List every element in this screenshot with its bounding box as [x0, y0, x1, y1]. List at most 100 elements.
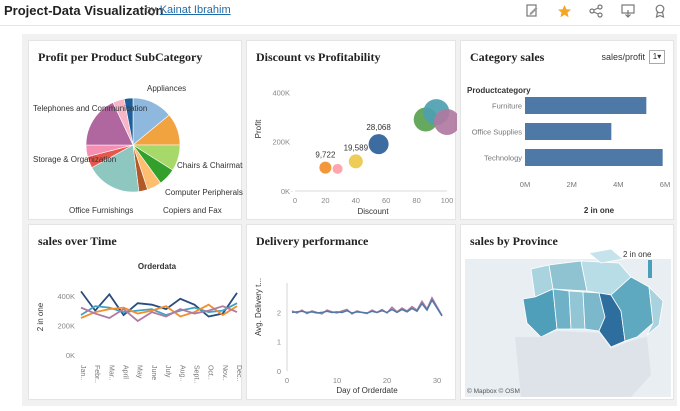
sales-series-line: [80, 302, 238, 316]
scatter-y-tick: 400K: [272, 88, 290, 97]
category-x-axis-label: 2 in one: [584, 206, 615, 215]
sales-y-tick: 200K: [57, 321, 75, 330]
sales-subtitle: Orderdata: [138, 262, 177, 271]
map-attribution: © Mapbox © OSM: [467, 387, 520, 395]
sales-profit-selector[interactable]: 1▾: [649, 50, 665, 64]
scatter-x-tick: 40: [352, 196, 360, 205]
scatter-x-tick: 100: [441, 196, 454, 205]
category-label: Office Supplies: [472, 128, 523, 137]
dashboard-canvas: Profit per Product SubCategory Appliance…: [22, 34, 677, 406]
panel-title-province: sales by Province: [470, 234, 558, 248]
sales-x-tick: Nov..: [221, 365, 228, 381]
sales-x-tick: Jan..: [79, 365, 86, 380]
delivery-x-axis-label: Day of Orderdate: [336, 386, 398, 395]
scatter-x-axis-label: Discount: [357, 207, 389, 216]
scatter-point[interactable]: [332, 163, 343, 174]
scatter-x-tick: 20: [321, 196, 329, 205]
panel-title-discount: Discount vs Profitability: [256, 50, 381, 64]
scatter-x-tick: 80: [412, 196, 420, 205]
sales-x-tick: July: [164, 365, 171, 378]
delivery-x-tick: 20: [383, 376, 391, 385]
sales-x-tick: April: [122, 365, 129, 379]
panel-sales-over-time: sales over Time Orderdata 2 in one 0K 200…: [28, 224, 242, 400]
category-bar[interactable]: [525, 149, 663, 166]
province-atlantic: [646, 285, 664, 336]
scatter-zero-dot: ·: [291, 189, 293, 195]
pie-label-computer: Computer Peripherals: [165, 188, 243, 197]
edit-icon[interactable]: [524, 3, 540, 19]
panel-profit-subcategory: Profit per Product SubCategory Appliance…: [28, 40, 243, 220]
delivery-x-tick: 0: [285, 376, 289, 385]
province-map[interactable]: 2 in one © Mapbox © OSM: [461, 225, 675, 401]
share-icon[interactable]: [588, 3, 604, 19]
scatter-point-label: 28,068: [366, 123, 391, 132]
category-bar-chart: Productcategory 2 in one Furniture Office…: [467, 86, 670, 215]
delivery-series-line: [291, 298, 443, 317]
category-bar[interactable]: [525, 123, 612, 140]
category-header: Productcategory: [467, 86, 531, 95]
scatter-point-label: 19,589: [344, 143, 369, 152]
canada-provinces: [522, 248, 664, 348]
delivery-y-tick: 1: [277, 338, 281, 347]
province-quebec: [610, 276, 654, 342]
category-x-tick: 4M: [613, 180, 623, 189]
sales-x-tick: Dec..: [235, 365, 242, 381]
sales-profit-label: sales/profit: [601, 52, 645, 62]
scatter-chart: Profit Discount 0K 200K 400K 0 20 40 60 80 100 9,…: [254, 88, 457, 216]
pie-label-appliances: Appliances: [147, 84, 186, 93]
usa-land: [515, 331, 651, 397]
panel-delivery-performance: Delivery performance Avg. Delivery t... …: [246, 224, 456, 400]
sales-series-line: [80, 303, 238, 319]
badge-icon[interactable]: [652, 3, 668, 19]
category-x-tick: 2M: [566, 180, 576, 189]
scatter-point[interactable]: [434, 108, 457, 135]
scatter-point[interactable]: [348, 154, 363, 169]
sales-x-tick: Mar..: [107, 365, 114, 381]
byline: by Kainat Ibrahim: [145, 4, 231, 16]
panel-title-sales-time: sales over Time: [38, 234, 117, 248]
sales-x-tick: Sept..: [192, 365, 199, 383]
category-x-tick: 0M: [520, 180, 530, 189]
scatter-y-tick: 200K: [272, 138, 290, 147]
panel-discount-profitability: Discount vs Profitability Profit Discoun…: [246, 40, 457, 220]
sales-x-tick: May: [136, 365, 143, 379]
star-icon[interactable]: [556, 3, 572, 19]
sales-x-tick: June: [150, 365, 157, 380]
scatter-point[interactable]: [368, 134, 389, 155]
province-northwest-territories: [548, 260, 588, 292]
scatter-y-tick: 0K: [281, 187, 290, 196]
pie-label-telephones: Telephones and Communication: [33, 104, 147, 113]
byline-prefix: by: [145, 4, 157, 16]
panel-title-delivery: Delivery performance: [256, 234, 369, 248]
delivery-line-chart: Avg. Delivery t... Day of Orderdate 0 1 20…: [254, 278, 443, 395]
pie-slice[interactable]: [123, 97, 134, 146]
sales-line-chart: Orderdata 2 in one 0K 200K 400K Jan.. Febr..…: [36, 262, 242, 383]
delivery-y-axis-label: Avg. Delivery t...: [254, 278, 263, 336]
panel-title-category: Category sales: [470, 50, 545, 64]
scatter-point-label: 9,722: [315, 151, 336, 160]
sales-x-tick: Oct..: [207, 365, 214, 380]
sales-x-tick: Febr..: [93, 365, 100, 383]
page-title: Project-Data Visualization: [4, 3, 164, 18]
map-legend-bar: [648, 260, 652, 278]
delivery-x-tick: 30: [433, 376, 441, 385]
scatter-y-axis-label: Profit: [254, 119, 263, 138]
pie-label-storage: Storage & Organization: [33, 155, 116, 164]
scatter-x-tick: 0: [293, 196, 297, 205]
sales-y-axis-label: 2 in one: [36, 302, 45, 331]
province-nunavut-islands: [588, 248, 624, 264]
scatter-x-tick: 60: [382, 196, 390, 205]
category-bar[interactable]: [525, 97, 647, 114]
pie-label-chairs: Chairs & Chairmats: [177, 161, 243, 170]
sales-series-line: [80, 290, 238, 318]
map-legend-label: 2 in one: [623, 250, 652, 259]
sales-y-tick: 400K: [57, 292, 75, 301]
scatter-point[interactable]: [319, 161, 332, 174]
pie-label-office-furnishings: Office Furnishings: [69, 206, 133, 215]
pie-slice[interactable]: [85, 102, 134, 146]
download-icon[interactable]: [620, 3, 636, 19]
sales-x-tick: Aug..: [178, 365, 185, 381]
pie-slice[interactable]: [91, 144, 140, 193]
category-label: Technology: [484, 154, 522, 163]
author-link[interactable]: Kainat Ibrahim: [159, 4, 231, 16]
